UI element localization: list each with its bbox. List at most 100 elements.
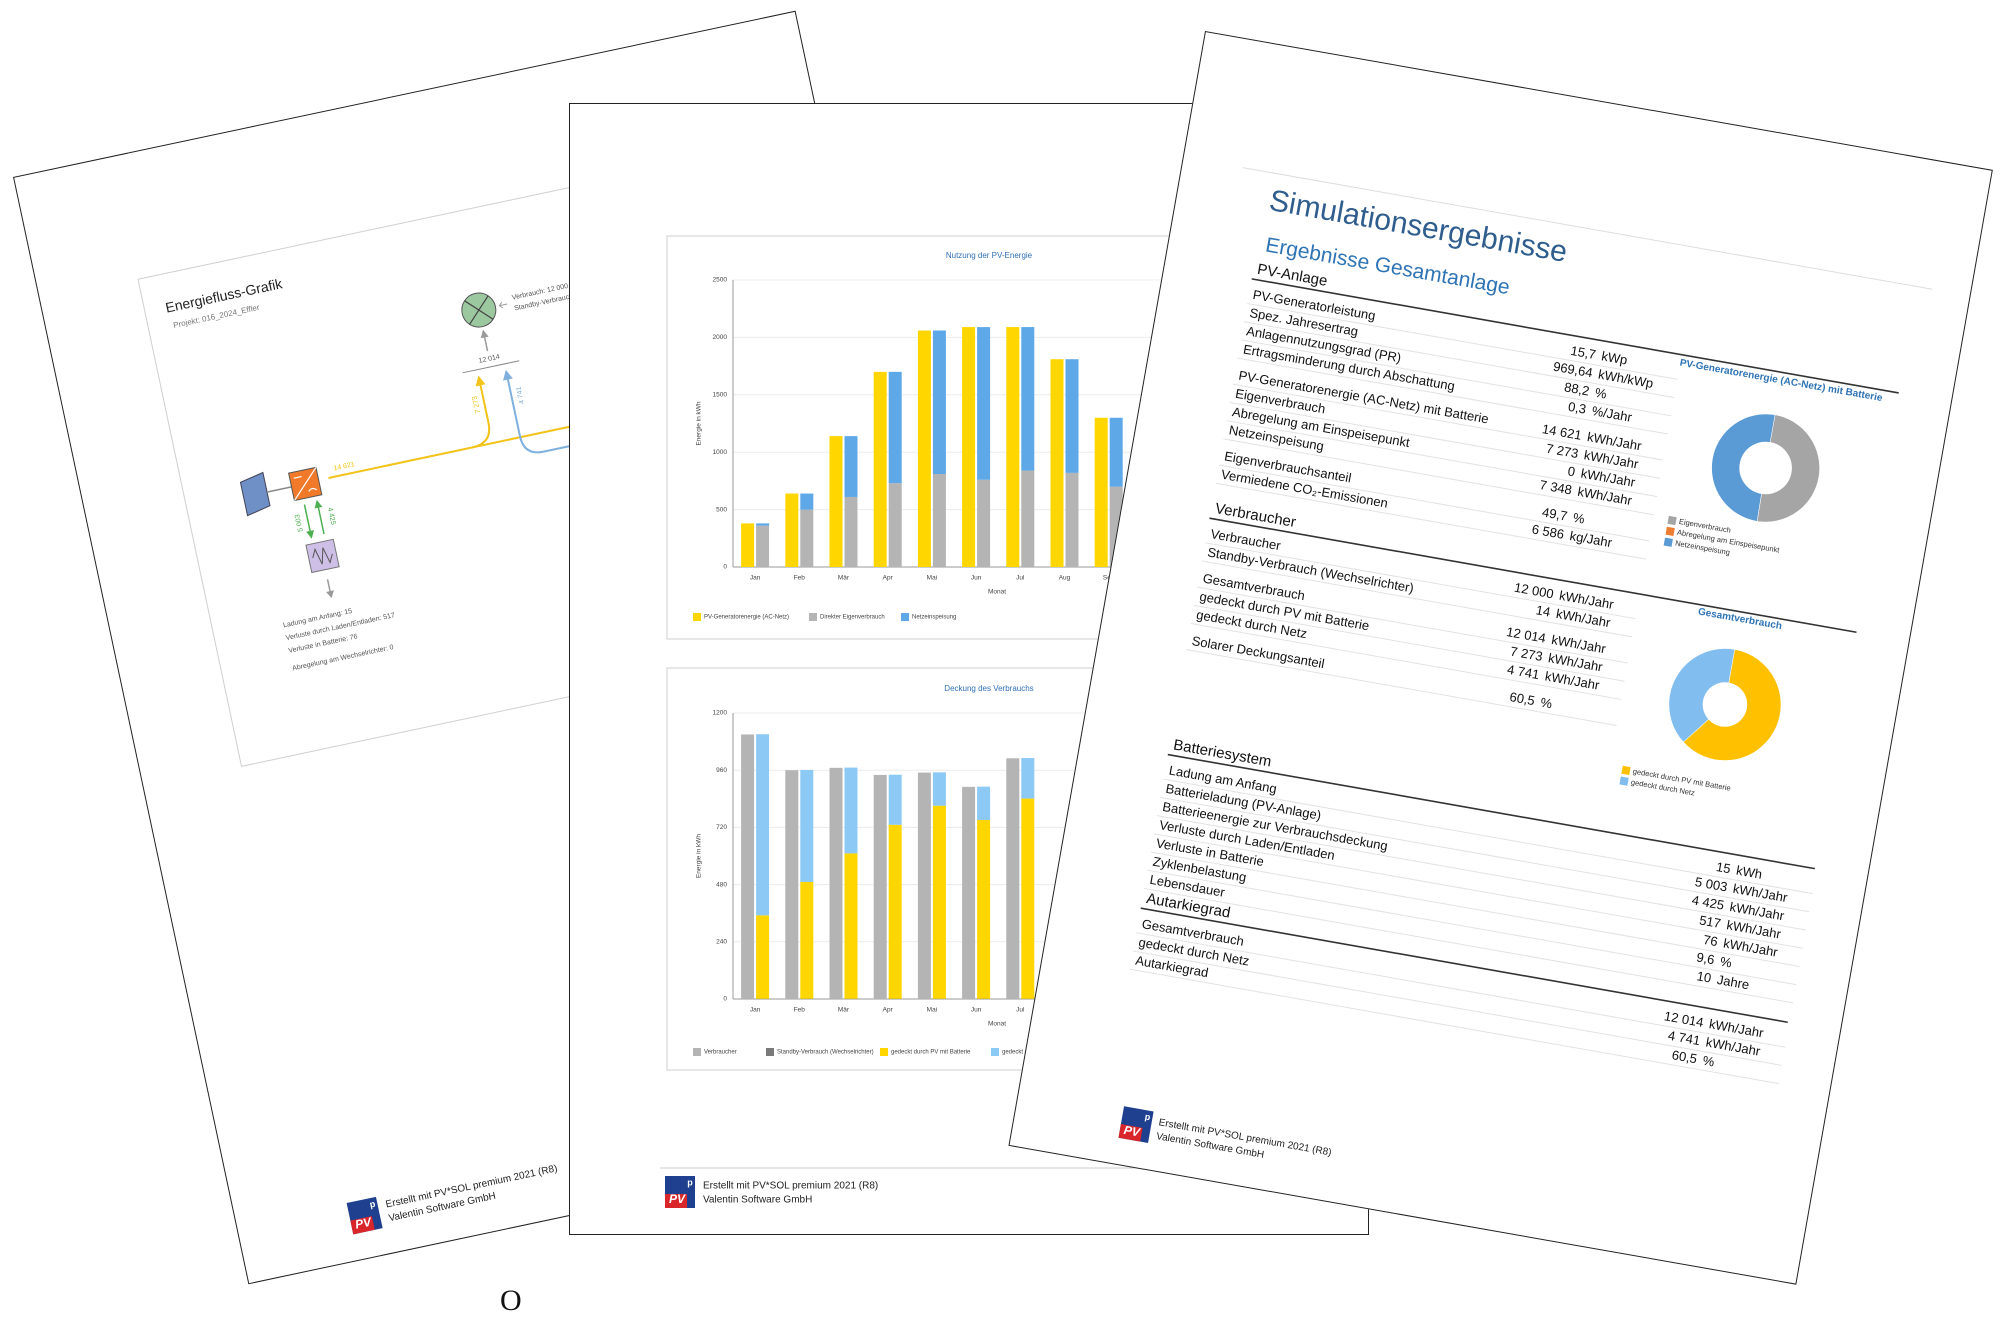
x-tick-label: Apr xyxy=(883,575,894,582)
flow-label: 4 425 xyxy=(326,507,337,526)
donut-slice xyxy=(1756,414,1820,523)
flow-arrow xyxy=(314,499,323,509)
donut-slice xyxy=(1711,413,1776,522)
x-tick-label: Jan xyxy=(750,1007,761,1014)
bar-segment xyxy=(888,483,902,567)
logo-text: PV xyxy=(1123,1123,1142,1140)
bar-segment xyxy=(1065,359,1079,473)
row-value: 60,5 xyxy=(1508,689,1536,708)
bar xyxy=(741,523,755,567)
row-rule xyxy=(1150,851,1800,967)
row-rule xyxy=(1223,438,1654,516)
footer-line: Erstellt mit PV*SOL premium 2021 (R8) xyxy=(703,1181,878,1192)
legend-swatch xyxy=(1667,515,1677,526)
row-rule xyxy=(1163,778,1813,895)
row-unit: %/Jahr xyxy=(1591,403,1634,425)
row-unit: Jahre xyxy=(1716,972,1751,992)
bar-segment xyxy=(977,820,991,999)
bar-segment xyxy=(932,330,946,475)
legend-swatch xyxy=(1621,765,1631,775)
bar xyxy=(873,371,887,567)
y-tick-label: 960 xyxy=(716,767,727,774)
row-value: 88,2 xyxy=(1563,379,1591,398)
row-value: 7 273 xyxy=(1509,644,1544,664)
flow-label: 5 003 xyxy=(294,514,305,533)
logo-sup: p xyxy=(1144,1111,1152,1122)
bar-segment xyxy=(800,881,814,999)
bar xyxy=(785,770,799,999)
row-rule xyxy=(1247,302,1678,380)
pv-module-icon xyxy=(239,471,271,517)
legend-swatch xyxy=(693,613,701,621)
flow-line xyxy=(326,579,332,594)
x-tick-label: Mai xyxy=(927,575,937,582)
flow-arrow xyxy=(306,530,314,539)
y-axis-label: Energie in kWh xyxy=(696,401,703,445)
row-rule xyxy=(1201,560,1633,638)
row-rule xyxy=(1215,482,1647,560)
bar-segment xyxy=(888,824,902,999)
legend-swatch xyxy=(901,613,909,621)
y-tick-label: 480 xyxy=(716,881,727,888)
x-axis-label: Monat xyxy=(988,589,1006,596)
bar-segment xyxy=(1109,417,1123,487)
row-rule xyxy=(1186,649,1617,727)
row-value: 7 273 xyxy=(1545,441,1580,461)
flow-line xyxy=(472,381,491,449)
row-rule xyxy=(1156,815,1807,931)
legend-swatch xyxy=(809,613,817,621)
bar-segment xyxy=(932,474,946,567)
logo-band xyxy=(350,1216,375,1235)
flow-label: 12 014 xyxy=(478,354,501,365)
row-unit: % xyxy=(1572,510,1586,527)
y-tick-label: 500 xyxy=(716,506,727,513)
flow-label: 14 621 xyxy=(333,461,356,472)
bar xyxy=(962,786,976,999)
bar-segment xyxy=(756,523,770,526)
row-value: 76 xyxy=(1702,932,1719,949)
flow-label: 7 273 xyxy=(472,395,483,414)
row-rule xyxy=(1237,357,1669,435)
y-tick-label: 720 xyxy=(716,824,727,831)
bar xyxy=(785,493,799,567)
row-rule xyxy=(1133,950,1783,1066)
row-rule xyxy=(1147,869,1797,986)
row-value: 12 000 xyxy=(1513,580,1555,602)
legend-label: Direkter Eigenverbrauch xyxy=(820,615,885,621)
row-rule xyxy=(1205,542,1636,620)
legend-label: Standby-Verbrauch (Wechselrichter) xyxy=(777,1050,874,1056)
bar-segment xyxy=(1021,327,1035,471)
bar xyxy=(741,734,755,999)
bar-segment xyxy=(800,769,814,882)
bar xyxy=(917,772,931,999)
bar-segment xyxy=(977,479,991,567)
footer-line: Valentin Software GmbH xyxy=(703,1195,812,1206)
bar-segment xyxy=(1021,798,1035,999)
bar-segment xyxy=(800,493,814,510)
legend-label: Netzeinspeisung xyxy=(912,615,956,621)
y-tick-label: 0 xyxy=(723,564,727,571)
bar-segment xyxy=(756,915,770,999)
row-value: 4 741 xyxy=(1506,662,1541,682)
flow-page: Energiefluss-Grafik Projekt: 016_2024_Eff… xyxy=(13,10,1031,1285)
x-tick-label: Aug xyxy=(1059,575,1071,582)
x-tick-label: Mär xyxy=(838,1007,850,1014)
legend-label: gedeckt durch PV mit Batterie xyxy=(891,1050,971,1056)
section-rule xyxy=(1140,907,1788,1024)
legend-swatch xyxy=(766,1048,774,1056)
row-unit: % xyxy=(1539,695,1553,712)
legend-swatch xyxy=(1619,776,1629,786)
row-rule xyxy=(1194,604,1625,682)
flow-label: 4 741 xyxy=(516,386,527,405)
row-unit: kg/Jahr xyxy=(1569,528,1614,550)
row-value: 0 xyxy=(1567,463,1577,479)
caption: O xyxy=(500,1284,522,1317)
row-value: 0,3 xyxy=(1567,399,1587,417)
row-rule xyxy=(1226,420,1658,498)
bar-segment xyxy=(932,805,946,999)
legend-label: PV-Generatorenergie (AC-Netz) xyxy=(704,615,789,621)
bar xyxy=(917,330,931,567)
